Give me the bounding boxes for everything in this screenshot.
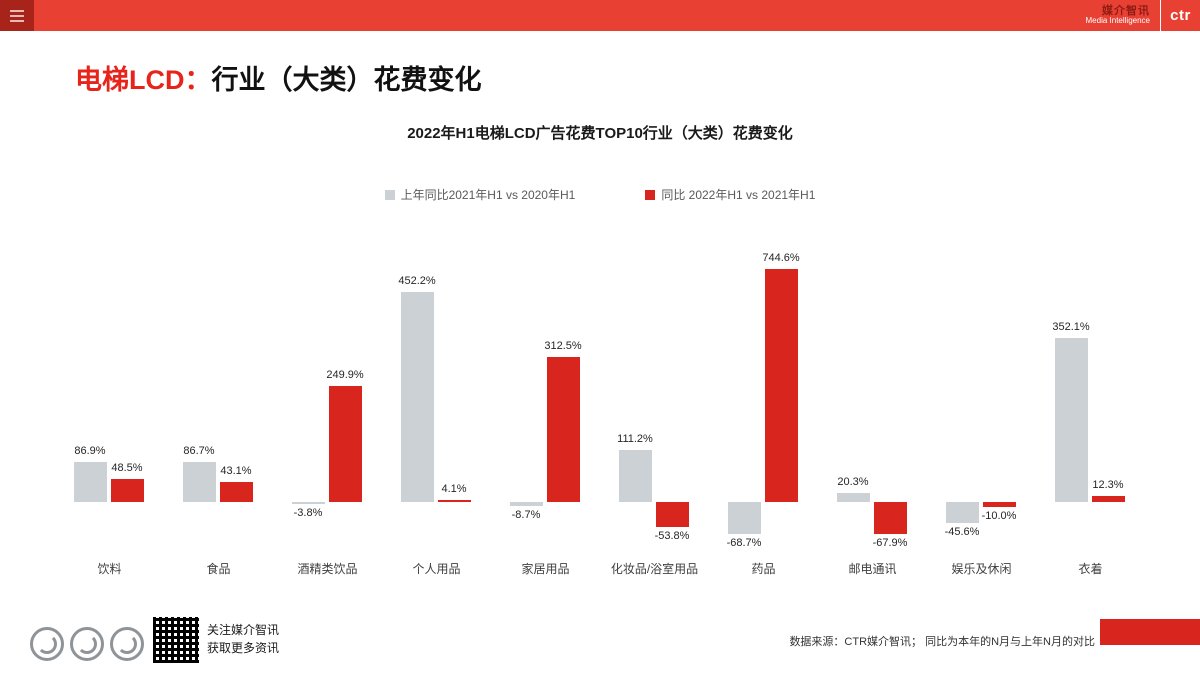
bar-group: 452.2% 4.1% 个人用品 bbox=[382, 232, 491, 577]
bar-curr-period bbox=[656, 502, 689, 528]
value-label: 86.9% bbox=[74, 444, 106, 457]
top-bar: 媒介智讯 Media Intelligence ctr bbox=[0, 0, 1200, 31]
value-label: -53.8% bbox=[654, 530, 690, 543]
certification-logos bbox=[30, 627, 144, 661]
category-label: 药品 bbox=[751, 562, 776, 576]
page-title: 电梯LCD：行业（大类）花费变化 bbox=[75, 58, 482, 97]
bar-curr-period bbox=[438, 500, 471, 502]
category-label: 邮电通讯 bbox=[848, 562, 897, 576]
bar-curr-period bbox=[329, 385, 362, 502]
value-label: 12.3% bbox=[1092, 479, 1124, 492]
page-title-rest: 行业（大类）花费变化 bbox=[211, 65, 482, 95]
hamburger-icon bbox=[10, 19, 24, 22]
bar-prev-period bbox=[292, 502, 325, 504]
source-label: 数据来源：CTR媒介智讯； bbox=[789, 636, 923, 648]
legend-item-prev: 上年同比2021年H1 vs 2020年H1 bbox=[384, 186, 576, 203]
bar-prev-period bbox=[510, 502, 543, 507]
ctr-logo: ctr bbox=[1160, 0, 1200, 31]
bar-prev-period bbox=[728, 502, 761, 534]
bar-prev-period bbox=[837, 492, 870, 502]
bar-prev-period bbox=[183, 461, 216, 502]
bar-group: 86.7% 43.1% 食品 bbox=[164, 232, 273, 577]
bar-prev-period bbox=[619, 450, 652, 502]
bar-curr-period bbox=[765, 269, 798, 502]
value-label: 249.9% bbox=[326, 368, 364, 381]
value-label: 744.6% bbox=[762, 252, 800, 264]
value-label: -67.9% bbox=[872, 536, 908, 549]
legend-item-curr: 同比 2022年H1 vs 2021年H1 bbox=[645, 186, 815, 203]
legend-swatch-prev bbox=[384, 189, 395, 200]
brand-english: Media Intelligence bbox=[1085, 16, 1150, 26]
chart-legend: 上年同比2021年H1 vs 2020年H1 同比 2022年H1 vs 202… bbox=[0, 186, 1200, 203]
bar-group: 86.9% 48.5% 饮料 bbox=[55, 232, 164, 577]
value-label: 312.5% bbox=[544, 339, 582, 352]
follow-text: 关注媒介智讯 获取更多资讯 bbox=[207, 622, 279, 657]
bar-curr-period bbox=[1092, 496, 1125, 502]
bar-prev-period bbox=[946, 502, 979, 524]
value-label: 4.1% bbox=[441, 483, 467, 496]
bar-group: 20.3% -67.9% 邮电通讯 bbox=[818, 232, 927, 577]
legend-label-curr: 同比 2022年H1 vs 2021年H1 bbox=[661, 188, 816, 202]
cert-logo bbox=[70, 627, 104, 661]
category-label: 饮料 bbox=[97, 562, 122, 576]
legend-swatch-curr bbox=[645, 189, 656, 200]
brand-chinese: 媒介智讯 bbox=[1102, 4, 1150, 17]
category-label: 衣着 bbox=[1078, 562, 1103, 576]
bar-group: -3.8% 249.9% 酒精类饮品 bbox=[273, 232, 382, 577]
data-source-note: 数据来源：CTR媒介智讯； 同比为本年的N月与上年N月的对比 bbox=[789, 633, 1095, 649]
bar-group: -45.6% -10.0% 娱乐及休闲 bbox=[927, 232, 1036, 577]
value-label: -45.6% bbox=[944, 526, 980, 539]
cert-logo bbox=[30, 627, 64, 661]
category-label: 娱乐及休闲 bbox=[951, 562, 1012, 576]
value-label: 111.2% bbox=[617, 433, 653, 446]
bar-chart: 86.9% 48.5% 饮料 86.7% 43.1% 食品 -3.8% 249.9% 酒精类饮品… bbox=[55, 232, 1145, 577]
hamburger-icon bbox=[10, 9, 24, 12]
value-label: 20.3% bbox=[837, 475, 869, 488]
bar-group: -8.7% 312.5% 家居用品 bbox=[491, 232, 600, 577]
value-label: -68.7% bbox=[726, 536, 762, 549]
bar-prev-period bbox=[1055, 338, 1088, 502]
bar-group: 111.2% -53.8% 化妆品/浴室用品 bbox=[600, 232, 709, 577]
chart-title: 2022年H1电梯LCD广告花费TOP10行业（大类）花费变化 bbox=[407, 125, 793, 142]
value-label: 86.7% bbox=[183, 444, 215, 457]
value-label: -10.0% bbox=[981, 509, 1017, 522]
bar-curr-period bbox=[874, 502, 907, 534]
hamburger-icon bbox=[10, 14, 24, 17]
bar-group: -68.7% 744.6% 药品 bbox=[709, 232, 818, 577]
category-label: 食品 bbox=[206, 562, 231, 576]
value-label: 43.1% bbox=[220, 464, 252, 477]
value-label: 48.5% bbox=[111, 462, 143, 475]
value-label: -3.8% bbox=[293, 506, 323, 519]
follow-line1: 关注媒介智讯 bbox=[207, 623, 280, 638]
source-note: 同比为本年的N月与上年N月的对比 bbox=[925, 636, 1095, 648]
menu-button[interactable] bbox=[0, 0, 34, 31]
category-label: 酒精类饮品 bbox=[297, 562, 358, 576]
footer: 关注媒介智讯 获取更多资讯 数据来源：CTR媒介智讯； 同比为本年的N月与上年N… bbox=[0, 605, 1200, 675]
category-label: 个人用品 bbox=[412, 562, 461, 576]
bar-curr-period bbox=[111, 479, 144, 502]
category-label: 家居用品 bbox=[521, 562, 570, 576]
category-label: 化妆品/浴室用品 bbox=[610, 562, 699, 576]
brand-block: 媒介智讯 Media Intelligence bbox=[1085, 4, 1160, 26]
footer-red-bar bbox=[1100, 619, 1200, 645]
follow-line2: 获取更多资讯 bbox=[207, 640, 280, 655]
bar-prev-period bbox=[74, 461, 107, 502]
legend-label-prev: 上年同比2021年H1 vs 2020年H1 bbox=[400, 188, 576, 202]
page-title-prefix: 电梯LCD： bbox=[75, 65, 212, 95]
topbar-brand-area: 媒介智讯 Media Intelligence ctr bbox=[1086, 0, 1200, 31]
cert-logo bbox=[110, 627, 144, 661]
value-label: 352.1% bbox=[1052, 321, 1090, 334]
bar-prev-period bbox=[401, 291, 434, 502]
value-label: 452.2% bbox=[398, 274, 436, 287]
bar-curr-period bbox=[983, 502, 1016, 507]
qr-code bbox=[151, 615, 201, 665]
bar-group: 352.1% 12.3% 衣着 bbox=[1036, 232, 1145, 577]
bar-curr-period bbox=[547, 356, 580, 502]
value-label: -8.7% bbox=[511, 509, 541, 522]
bar-curr-period bbox=[220, 481, 253, 502]
